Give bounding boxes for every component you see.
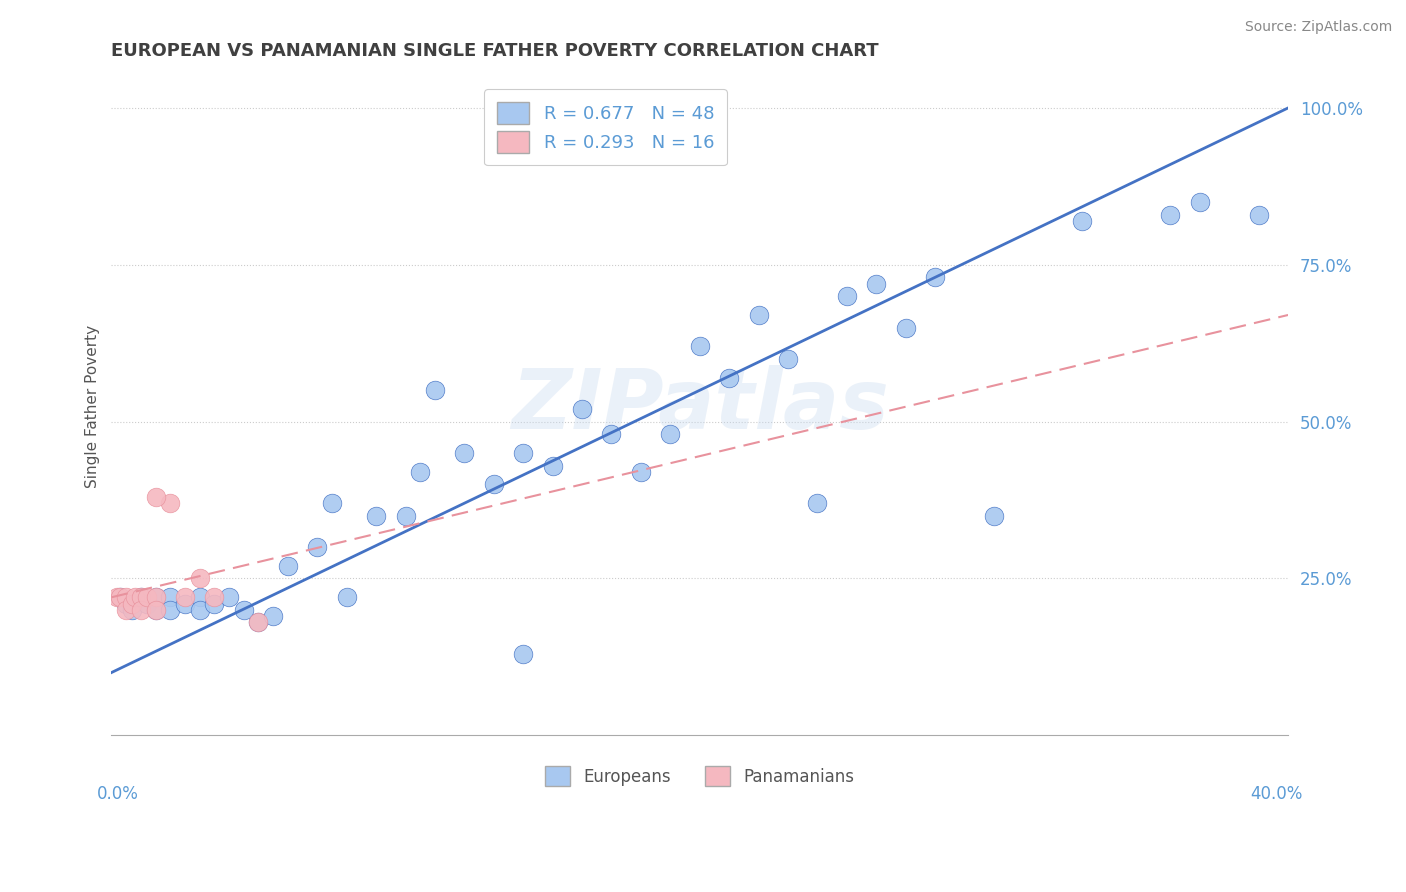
Y-axis label: Single Father Poverty: Single Father Poverty xyxy=(86,325,100,488)
Point xyxy=(110,591,132,605)
Point xyxy=(145,490,167,504)
Point xyxy=(135,591,157,605)
Point xyxy=(571,402,593,417)
Point xyxy=(262,609,284,624)
Point xyxy=(110,591,132,605)
Point xyxy=(409,465,432,479)
Point xyxy=(115,591,138,605)
Point xyxy=(159,591,181,605)
Point xyxy=(748,308,770,322)
Point xyxy=(865,277,887,291)
Point xyxy=(188,603,211,617)
Point xyxy=(453,446,475,460)
Point xyxy=(129,591,152,605)
Point xyxy=(124,591,146,605)
Text: Source: ZipAtlas.com: Source: ZipAtlas.com xyxy=(1244,20,1392,34)
Point xyxy=(924,270,946,285)
Point xyxy=(307,540,329,554)
Point xyxy=(129,591,152,605)
Point xyxy=(336,591,359,605)
Point xyxy=(1188,195,1211,210)
Point xyxy=(202,591,225,605)
Point xyxy=(218,591,240,605)
Point xyxy=(277,558,299,573)
Point xyxy=(188,591,211,605)
Point xyxy=(689,339,711,353)
Point xyxy=(776,351,799,366)
Point xyxy=(718,370,741,384)
Point xyxy=(482,477,505,491)
Point xyxy=(366,508,388,523)
Point xyxy=(894,320,917,334)
Point xyxy=(121,597,143,611)
Point xyxy=(247,615,270,630)
Point xyxy=(135,597,157,611)
Point xyxy=(145,603,167,617)
Point xyxy=(232,603,254,617)
Point xyxy=(247,615,270,630)
Point xyxy=(202,597,225,611)
Point xyxy=(321,496,343,510)
Point xyxy=(159,603,181,617)
Point xyxy=(121,603,143,617)
Point xyxy=(659,427,682,442)
Point xyxy=(1071,214,1094,228)
Point xyxy=(394,508,416,523)
Point xyxy=(105,591,128,605)
Point xyxy=(145,591,167,605)
Point xyxy=(188,572,211,586)
Point xyxy=(115,603,138,617)
Text: 0.0%: 0.0% xyxy=(97,786,139,804)
Point xyxy=(600,427,623,442)
Point xyxy=(145,591,167,605)
Text: EUROPEAN VS PANAMANIAN SINGLE FATHER POVERTY CORRELATION CHART: EUROPEAN VS PANAMANIAN SINGLE FATHER POV… xyxy=(111,42,879,60)
Point xyxy=(1159,208,1181,222)
Point xyxy=(835,289,858,303)
Text: 40.0%: 40.0% xyxy=(1250,786,1303,804)
Legend: Europeans, Panamanians: Europeans, Panamanians xyxy=(538,759,860,793)
Point xyxy=(129,603,152,617)
Point xyxy=(115,597,138,611)
Point xyxy=(806,496,828,510)
Point xyxy=(174,597,197,611)
Point xyxy=(159,496,181,510)
Point xyxy=(541,458,564,473)
Point xyxy=(1247,208,1270,222)
Text: ZIPatlas: ZIPatlas xyxy=(510,366,889,447)
Point xyxy=(630,465,652,479)
Point xyxy=(423,384,446,398)
Point xyxy=(145,603,167,617)
Point xyxy=(174,591,197,605)
Point xyxy=(983,508,1005,523)
Point xyxy=(512,446,534,460)
Point xyxy=(512,647,534,661)
